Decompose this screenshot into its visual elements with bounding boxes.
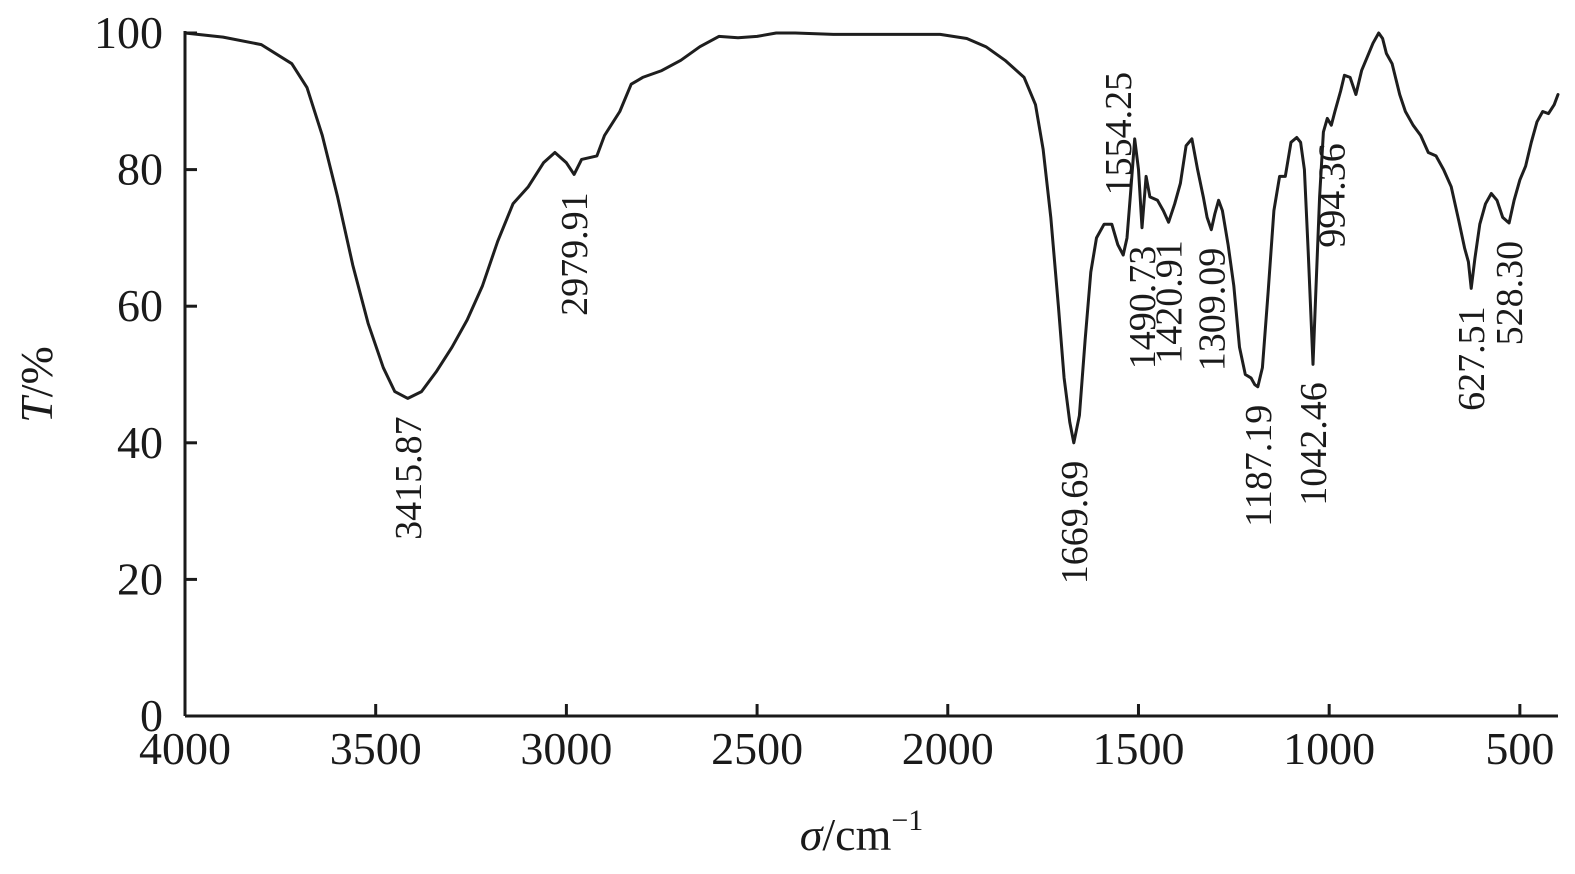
peak-label-528-30: 528.30 xyxy=(1489,241,1531,346)
x-axis-unit-exponent: −1 xyxy=(891,804,923,837)
x-tick-label-1500: 1500 xyxy=(1092,723,1184,774)
x-axis-unit: /cm xyxy=(822,809,891,860)
peak-label-1554-25: 1554.25 xyxy=(1098,72,1140,196)
x-axis-title: σ/cm−1 xyxy=(800,804,924,860)
y-axis-unit: /% xyxy=(11,346,62,397)
peak-label-2979-91: 2979.91 xyxy=(554,192,596,316)
x-tick-label-1000: 1000 xyxy=(1283,723,1375,774)
peak-labels: 3415.87 2979.91 1669.69 1554.25 1490.731420.… xyxy=(388,72,1531,584)
y-axis-title: T/% xyxy=(11,346,62,423)
x-tick-label-2000: 2000 xyxy=(902,723,994,774)
x-axis-ticks: 4000 3500 3000 2500 2000 1500 1000 500 xyxy=(139,704,1554,774)
peak-label-1187-19: 1187.19 xyxy=(1238,405,1280,527)
y-tick-label-100: 100 xyxy=(94,7,163,58)
peak-label-1420-91: 1420.91 xyxy=(1149,240,1191,364)
x-tick-label-500: 500 xyxy=(1485,723,1554,774)
peak-label-994-36: 994.36 xyxy=(1311,143,1353,248)
y-tick-label-60: 60 xyxy=(117,280,163,331)
x-axis-symbol: σ xyxy=(800,809,825,860)
peak-label-3415-87: 3415.87 xyxy=(388,416,430,540)
peak-label-1309-09: 1309.09 xyxy=(1191,248,1233,372)
y-axis-ticks: 0 20 40 60 80 100 xyxy=(94,7,197,741)
peak-label-1490-73: 1490.73 xyxy=(1122,246,1164,370)
peak-label-627-51: 627.51 xyxy=(1451,306,1493,411)
y-tick-label-80: 80 xyxy=(117,144,163,195)
spectrum-line xyxy=(183,31,1560,445)
y-tick-label-0: 0 xyxy=(140,690,163,741)
x-tick-label-3000: 3000 xyxy=(520,723,612,774)
spectrum-layer xyxy=(183,31,1560,445)
x-tick-label-4000: 4000 xyxy=(139,723,231,774)
y-axis-symbol: T xyxy=(11,394,62,423)
peak-label-1669-69: 1669.69 xyxy=(1054,461,1096,585)
axes xyxy=(183,31,1558,718)
x-tick-label-2500: 2500 xyxy=(711,723,803,774)
y-tick-label-40: 40 xyxy=(117,417,163,468)
x-tick-label-3500: 3500 xyxy=(330,723,422,774)
peak-label-1042-46: 1042.46 xyxy=(1293,382,1335,506)
y-tick-label-20: 20 xyxy=(117,553,163,604)
